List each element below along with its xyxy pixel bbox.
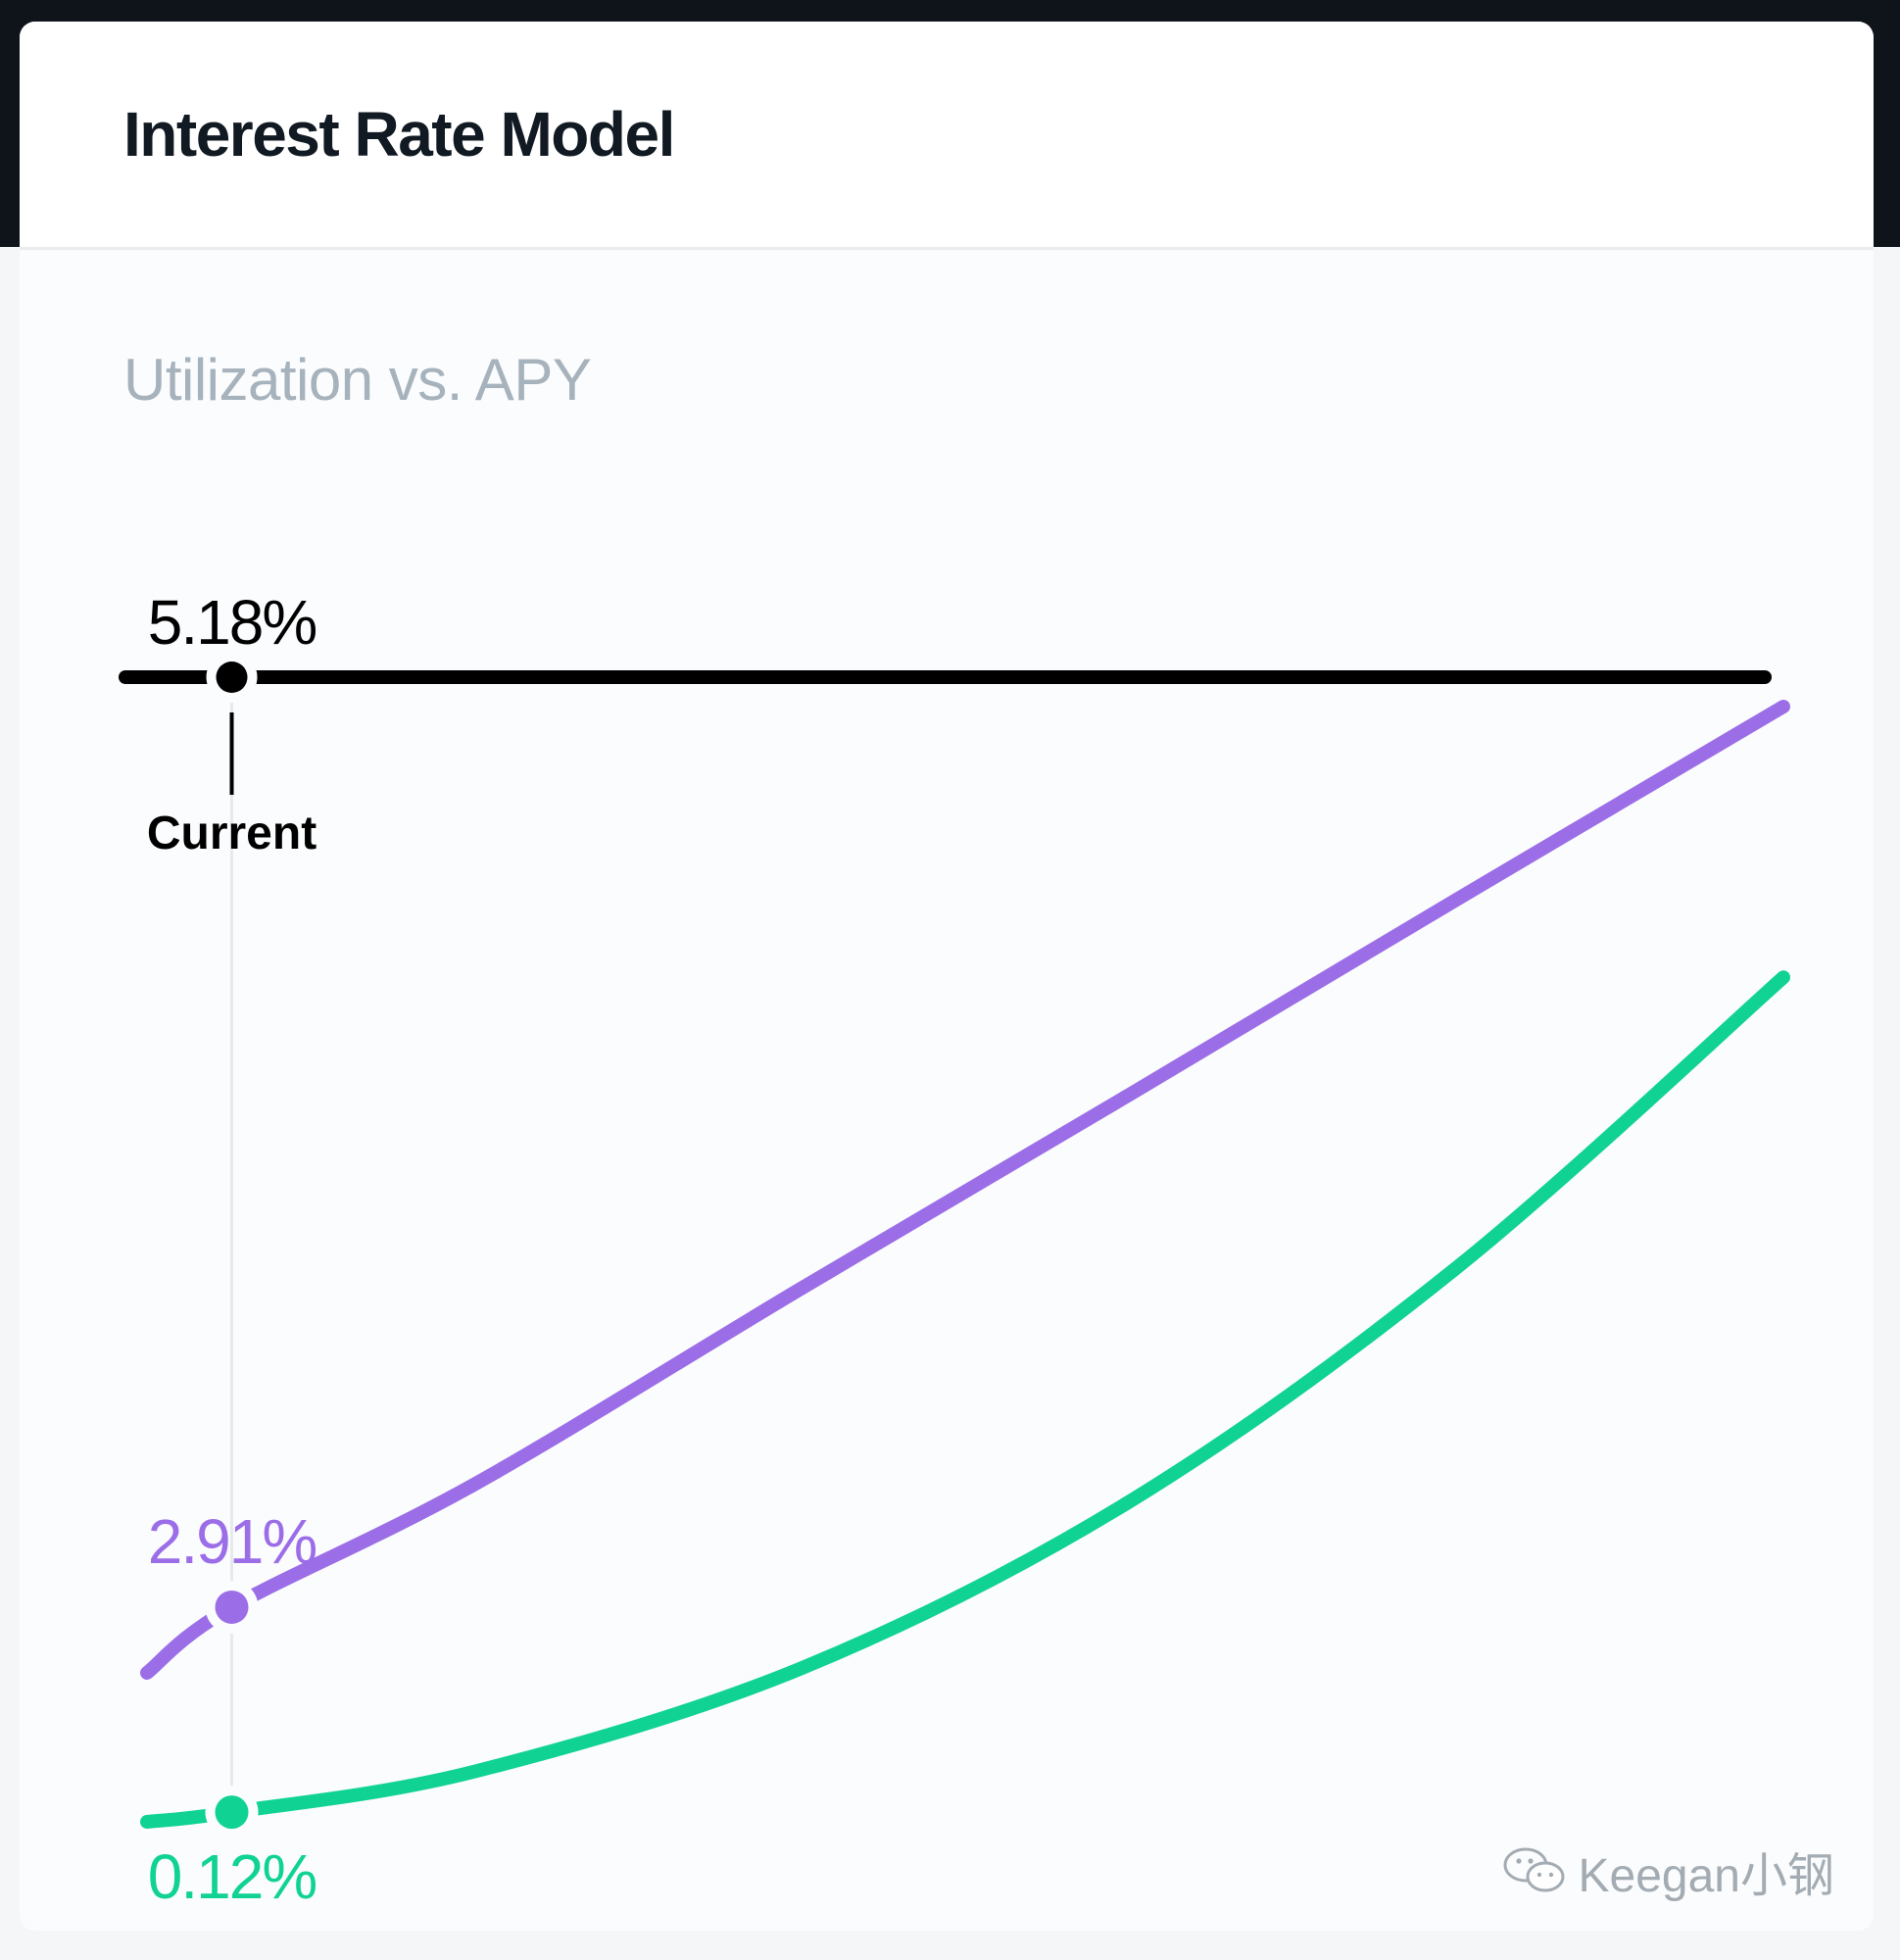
card-title: Interest Rate Model xyxy=(123,99,675,170)
wechat-icon xyxy=(1503,1847,1564,1892)
borrow-current-point xyxy=(215,1590,249,1624)
utilization-value-label: 5.18% xyxy=(148,587,317,658)
series-line-borrow xyxy=(140,700,1790,1680)
series-line-supply xyxy=(140,970,1790,1829)
chart-area: Utilization vs. APY 5.18% Current 2.91% … xyxy=(20,250,1874,1931)
watermark-text: Keegan小钢 xyxy=(1578,1850,1835,1902)
supply-current-point xyxy=(215,1795,249,1830)
chart-subtitle: Utilization vs. APY xyxy=(123,347,592,413)
borrow-value-label: 2.91% xyxy=(148,1506,317,1577)
utilization-apy-chart[interactable]: 5.18% Current 2.91% 0.12% xyxy=(20,250,1874,1931)
supply-value-label: 0.12% xyxy=(148,1841,317,1912)
card-header: Interest Rate Model xyxy=(20,22,1874,250)
utilization-knob[interactable] xyxy=(216,662,248,693)
watermark: Keegan小钢 xyxy=(1502,1837,1835,1905)
interest-rate-model-card: Interest Rate Model Utilization vs. APY … xyxy=(20,22,1874,1931)
current-label: Current xyxy=(147,808,317,859)
